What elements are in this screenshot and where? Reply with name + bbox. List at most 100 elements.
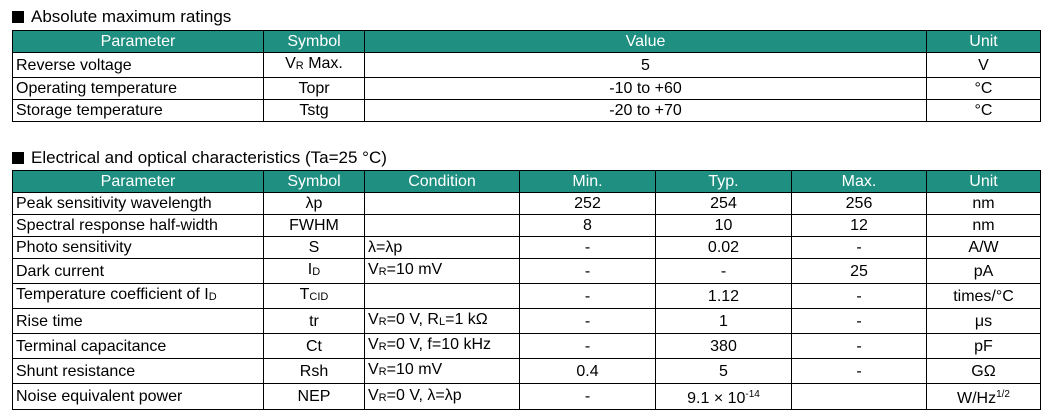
table-row: Operating temperature Topr -10 to +60 °C — [12, 77, 1041, 100]
header-condition: Condition — [364, 170, 520, 193]
unit-cell: nm — [926, 214, 1041, 237]
max-cell: 12 — [791, 214, 927, 237]
typ-main: 9.1 × 10 — [687, 390, 746, 407]
typ-cell: - — [655, 258, 792, 284]
max-cell: - — [791, 358, 927, 384]
parameter-cell: Rise time — [12, 308, 264, 334]
cond-main: V — [368, 386, 379, 404]
unit-cell: A/W — [926, 236, 1041, 259]
parameter-cell: Reverse voltage — [12, 52, 264, 78]
symbol-cell: Rsh — [263, 358, 365, 384]
parameter-cell: Photo sensitivity — [12, 236, 264, 259]
parameter-cell: Operating temperature — [12, 77, 264, 100]
typ-sup: -14 — [745, 389, 760, 400]
cond-rest: =10 mV — [386, 261, 443, 278]
black-square-icon — [12, 152, 24, 164]
typ-cell: 10 — [655, 214, 792, 237]
condition-cell: VR=0 V, f=10 kHz — [364, 333, 520, 359]
max-cell: 256 — [791, 192, 927, 215]
symbol-cell: FWHM — [263, 214, 365, 237]
symbol-main: V — [285, 55, 296, 72]
max-cell: - — [791, 308, 927, 334]
typ-cell: 5 — [655, 358, 792, 384]
table-row: Rise time tr VR=0 V, RL=1 kΩ - 1 - μs — [12, 308, 1041, 334]
table-row: Dark current ID VR=10 mV - - 25 pA — [12, 258, 1041, 284]
cond-rest: =0 V, λ=λp — [386, 386, 462, 404]
max-cell — [791, 383, 927, 410]
symbol-main: T — [299, 286, 310, 303]
parameter-cell: Temperature coefficient of ID — [12, 283, 264, 309]
header-min: Min. — [519, 170, 656, 193]
header-symbol: Symbol — [263, 170, 365, 193]
condition-cell — [364, 283, 520, 309]
max-cell: - — [791, 283, 927, 309]
value-cell: -10 to +60 — [364, 77, 927, 100]
unit-sup: 1/2 — [996, 389, 1010, 400]
cond-sub: R — [378, 316, 387, 328]
unit-cell: times/°C — [926, 283, 1041, 309]
unit-cell: pA — [926, 258, 1041, 284]
max-cell: - — [791, 333, 927, 359]
abs-max-title: Absolute maximum ratings — [12, 6, 231, 28]
typ-cell: 1 — [655, 308, 792, 334]
cond-sub: R — [378, 266, 387, 278]
header-typ: Typ. — [655, 170, 792, 193]
symbol-cell: ID — [263, 258, 365, 284]
elec-table: Parameter Symbol Condition Min. Typ. Max… — [12, 170, 1041, 410]
abs-header-row: Parameter Symbol Value Unit — [12, 30, 1041, 53]
cond-main: V — [368, 336, 379, 353]
cond-sub: R — [378, 391, 387, 404]
min-cell: - — [519, 383, 656, 410]
cond-sub-2: L — [438, 316, 446, 328]
header-parameter: Parameter — [12, 170, 264, 193]
header-max: Max. — [791, 170, 927, 193]
symbol-sub: CID — [309, 291, 329, 303]
unit-main: W/Hz — [956, 390, 997, 407]
condition-cell: λ=λp — [364, 236, 520, 259]
abs-max-title-text: Absolute maximum ratings — [31, 7, 232, 26]
max-cell: 25 — [791, 258, 927, 284]
unit-cell: μs — [926, 308, 1041, 334]
table-row: Spectral response half-width FWHM 8 10 1… — [12, 214, 1041, 237]
cond-rest: =0 V, f=10 kHz — [386, 336, 491, 353]
header-unit: Unit — [926, 30, 1041, 53]
typ-cell: 380 — [655, 333, 792, 359]
condition-cell — [364, 214, 520, 237]
symbol-cell: λp — [263, 192, 365, 215]
elec-title-text: Electrical and optical characteristics (… — [31, 148, 387, 167]
header-unit: Unit — [926, 170, 1041, 193]
header-parameter: Parameter — [12, 30, 264, 53]
table-row: Peak sensitivity wavelength λp 252 254 2… — [12, 192, 1041, 215]
min-cell: - — [519, 308, 656, 334]
min-cell: 252 — [519, 192, 656, 215]
table-row: Shunt resistance Rsh VR=10 mV 0.4 5 - GΩ — [12, 358, 1041, 384]
min-cell: - — [519, 236, 656, 259]
symbol-sub: D — [312, 266, 321, 278]
value-cell: 5 — [364, 52, 927, 78]
unit-cell: °C — [926, 77, 1041, 100]
symbol-sub: R — [295, 60, 304, 72]
cond-main: V — [368, 311, 379, 328]
cond-sub: R — [378, 366, 387, 378]
typ-cell: 0.02 — [655, 236, 792, 259]
cond-main: V — [368, 261, 379, 278]
parameter-cell: Dark current — [12, 258, 264, 284]
parameter-cell: Noise equivalent power — [12, 383, 264, 410]
parameter-cell: Storage temperature — [12, 99, 264, 122]
table-row: Noise equivalent power NEP VR=0 V, λ=λp … — [12, 383, 1041, 410]
max-cell: - — [791, 236, 927, 259]
symbol-cell: Tstg — [263, 99, 365, 122]
typ-cell: 9.1 × 10-14 — [655, 383, 792, 410]
min-cell: - — [519, 258, 656, 284]
table-row: Storage temperature Tstg -20 to +70 °C — [12, 99, 1041, 122]
symbol-suffix: Max. — [303, 55, 343, 72]
table-row: Reverse voltage VR Max. 5 V — [12, 52, 1041, 78]
condition-cell — [364, 192, 520, 215]
min-cell: - — [519, 283, 656, 309]
symbol-cell: S — [263, 236, 365, 259]
parameter-sub: D — [208, 291, 217, 303]
min-cell: - — [519, 333, 656, 359]
cond-main: V — [368, 361, 379, 378]
parameter-cell: Shunt resistance — [12, 358, 264, 384]
abs-max-table: Parameter Symbol Value Unit Reverse volt… — [12, 30, 1041, 122]
